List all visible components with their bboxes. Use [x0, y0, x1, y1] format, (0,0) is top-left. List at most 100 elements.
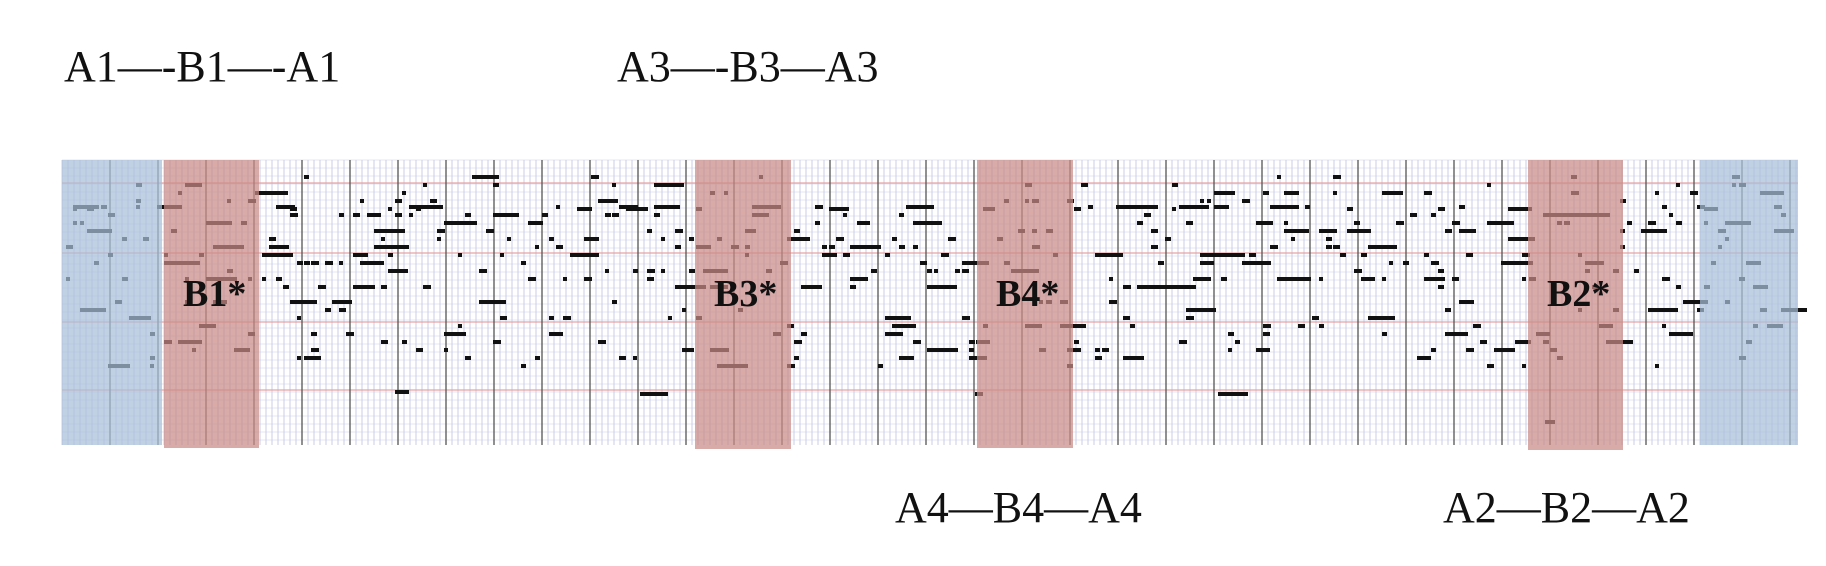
note-event: [1347, 207, 1353, 211]
note-event: [1123, 285, 1131, 289]
note-event: [899, 213, 904, 217]
note-event: [850, 277, 868, 281]
note-event: [605, 269, 609, 273]
note-event: [1109, 277, 1113, 281]
region-label-b2: B2*: [1547, 273, 1610, 315]
note-event: [1123, 356, 1144, 360]
note-event: [1662, 324, 1666, 328]
note-event: [654, 205, 680, 209]
note-event: [584, 277, 592, 281]
note-event: [591, 175, 599, 179]
note-event: [640, 392, 668, 396]
note-event: [1655, 191, 1659, 195]
note-event: [1298, 324, 1305, 328]
note-event: [1193, 277, 1211, 281]
note-event: [1683, 300, 1708, 304]
note-event: [1218, 392, 1248, 396]
note-event: [500, 253, 504, 257]
note-event: [1263, 191, 1269, 195]
note-event: [297, 356, 301, 360]
note-event: [493, 213, 514, 217]
note-event: [423, 205, 443, 209]
note-event: [1438, 269, 1444, 273]
note-event: [500, 300, 506, 304]
note-event: [1396, 221, 1404, 225]
note-event: [360, 253, 364, 257]
note-event: [444, 221, 452, 225]
note-event: [479, 300, 505, 304]
note-event: [892, 324, 916, 328]
note-event: [612, 300, 617, 304]
note-event: [437, 237, 441, 241]
note-event: [290, 300, 317, 304]
note-event: [1655, 364, 1659, 368]
note-event: [906, 205, 934, 209]
note-event: [1627, 221, 1632, 225]
note-event: [339, 261, 343, 265]
note-event: [1102, 348, 1109, 352]
note-event: [1144, 213, 1151, 217]
note-event: [1137, 205, 1157, 209]
note-event: [1459, 229, 1476, 233]
note-event: [1382, 277, 1386, 281]
note-event: [1445, 308, 1451, 312]
region-label-b4: B4*: [996, 273, 1059, 315]
note-event: [1081, 183, 1088, 187]
note-event: [381, 237, 385, 241]
note-event: [1263, 332, 1270, 336]
note-event: [1095, 253, 1123, 257]
note-event: [885, 316, 911, 320]
note-event: [1193, 205, 1198, 209]
note-event: [1473, 324, 1481, 328]
note-event: [1403, 261, 1409, 265]
note-event: [1522, 253, 1530, 257]
note-event: [941, 253, 949, 257]
note-event: [1438, 207, 1445, 211]
note-event: [1179, 340, 1185, 344]
note-event: [913, 245, 918, 249]
note-event: [1648, 221, 1656, 225]
note-event: [1333, 245, 1340, 249]
note-event: [1494, 348, 1515, 352]
note-event: [871, 269, 877, 273]
note-event: [1452, 221, 1460, 225]
note-event: [1095, 356, 1102, 360]
note-event: [934, 269, 938, 273]
note-event: [661, 205, 665, 209]
note-event: [1137, 221, 1143, 225]
note-event: [885, 253, 890, 257]
note-event: [311, 261, 319, 265]
note-event: [1207, 199, 1211, 203]
note-event: [1389, 261, 1393, 265]
region-a-end: [1700, 160, 1798, 445]
note-event: [1676, 183, 1680, 187]
note-event: [1522, 277, 1526, 281]
note-event: [920, 261, 927, 265]
note-event: [346, 332, 354, 336]
note-event: [1354, 221, 1360, 225]
note-event: [1431, 261, 1439, 265]
note-event: [521, 261, 526, 265]
note-event: [1382, 191, 1403, 195]
note-event: [1319, 229, 1337, 233]
note-event: [1445, 332, 1468, 336]
note-event: [535, 356, 540, 360]
note-event: [654, 213, 660, 217]
note-event: [563, 277, 567, 281]
note-event: [682, 308, 686, 312]
note-event: [1151, 205, 1158, 209]
note-event: [843, 213, 847, 217]
note-event: [1144, 285, 1170, 289]
note-event: [514, 213, 519, 217]
note-event: [472, 175, 499, 179]
note-event: [1459, 300, 1474, 304]
note-event: [1214, 253, 1245, 257]
note-event: [402, 340, 407, 344]
note-event: [276, 253, 280, 257]
note-event: [787, 237, 810, 241]
note-event: [1284, 229, 1309, 233]
note-event: [1305, 277, 1311, 281]
note-event: [619, 356, 626, 360]
note-event: [395, 213, 402, 217]
